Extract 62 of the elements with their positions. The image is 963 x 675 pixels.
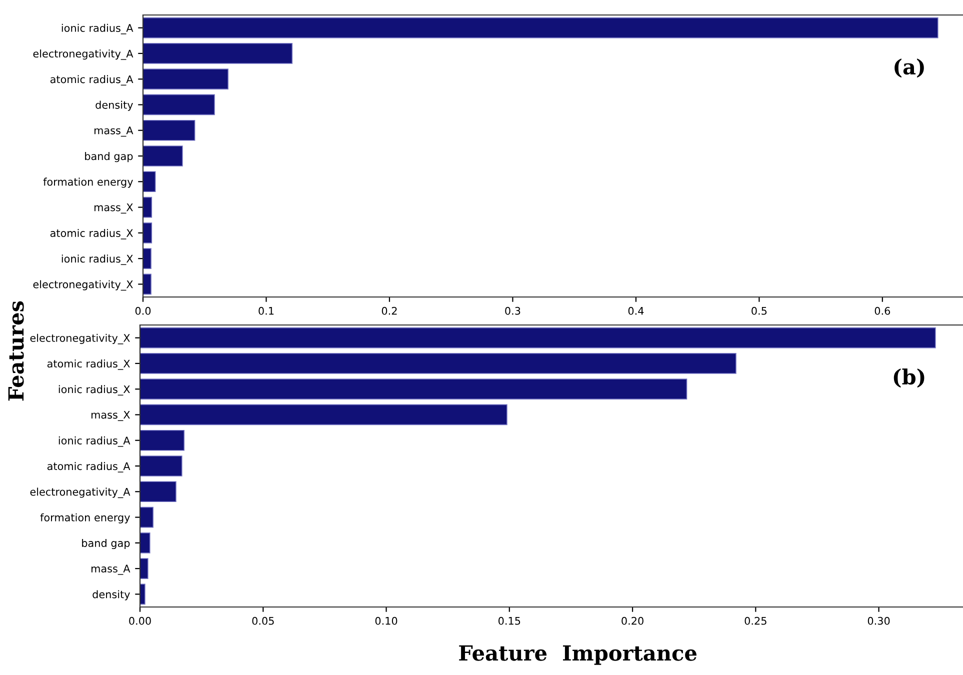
bar [140,378,688,400]
x-tick-label: 0.15 [498,616,520,625]
bar [140,327,936,348]
y-tick-label: mass_A [92,564,130,575]
y-tick-label: electronegativity_A [33,49,134,60]
x-tick-label: 0.5 [752,306,767,315]
bar [143,17,938,38]
bar [140,430,184,451]
bar [140,456,182,476]
x-tick-label: 0.2 [382,306,397,315]
y-tick-label: band gap [85,152,133,162]
x-tick-label: 0.00 [129,616,151,625]
bar [143,146,183,166]
x-tick-label: 0.10 [375,616,398,625]
y-tick-label: mass_X [91,410,130,421]
bar [143,274,152,295]
x-tick-label: 0.30 [868,616,890,625]
bar [143,248,152,269]
bar [143,120,196,141]
annotation: (b) [894,368,924,388]
y-tick-label: density [96,100,133,111]
y-tick-label: mass_A [94,126,134,137]
y-tick-label: band gap [82,538,130,550]
x-tick-label: 0.0 [135,306,151,315]
y-axis-title: Features [8,301,24,401]
x-tick-label: 0.05 [252,616,274,625]
y-tick-label: ionic radius_X [58,385,130,396]
x-tick-label: 0.20 [622,616,644,625]
y-tick-label: electronegativity_X [30,334,130,344]
y-tick-label: atomic radius_X [50,228,133,240]
x-tick-label: 0.25 [744,616,766,625]
bar [143,222,152,244]
x-tick-label: 0.4 [628,306,644,315]
bar [140,532,150,554]
bar [140,558,148,579]
x-tick-label: 0.1 [258,306,274,315]
y-tick-label: atomic radius_A [50,75,134,86]
y-tick-label: density [92,590,130,600]
x-tick-label: 0.6 [874,306,890,315]
bar [143,94,215,116]
bar [140,506,154,528]
x-axis-title: Feature Importance [459,645,697,665]
bar [140,481,176,502]
y-tick-label: formation energy [43,178,133,188]
bar [143,68,228,90]
y-tick-label: atomic radius_A [47,462,130,472]
bar [140,404,508,426]
bar [143,43,293,64]
bar [140,353,736,374]
bar [143,196,152,218]
y-tick-label: formation energy [40,513,130,524]
y-tick-label: ionic radius_X [62,254,133,265]
x-tick-label: 0.3 [505,306,520,315]
y-tick-label: electronegativity_A [30,488,130,498]
y-tick-label: ionic radius_A [58,436,130,447]
y-tick-label: mass_X [94,203,133,214]
annotation: (a) [894,58,924,78]
bar [143,171,156,192]
bar [140,584,146,605]
y-tick-label: electronegativity_X [33,280,133,291]
y-tick-label: atomic radius_X [47,359,130,370]
y-tick-label: ionic radius_A [62,24,134,34]
